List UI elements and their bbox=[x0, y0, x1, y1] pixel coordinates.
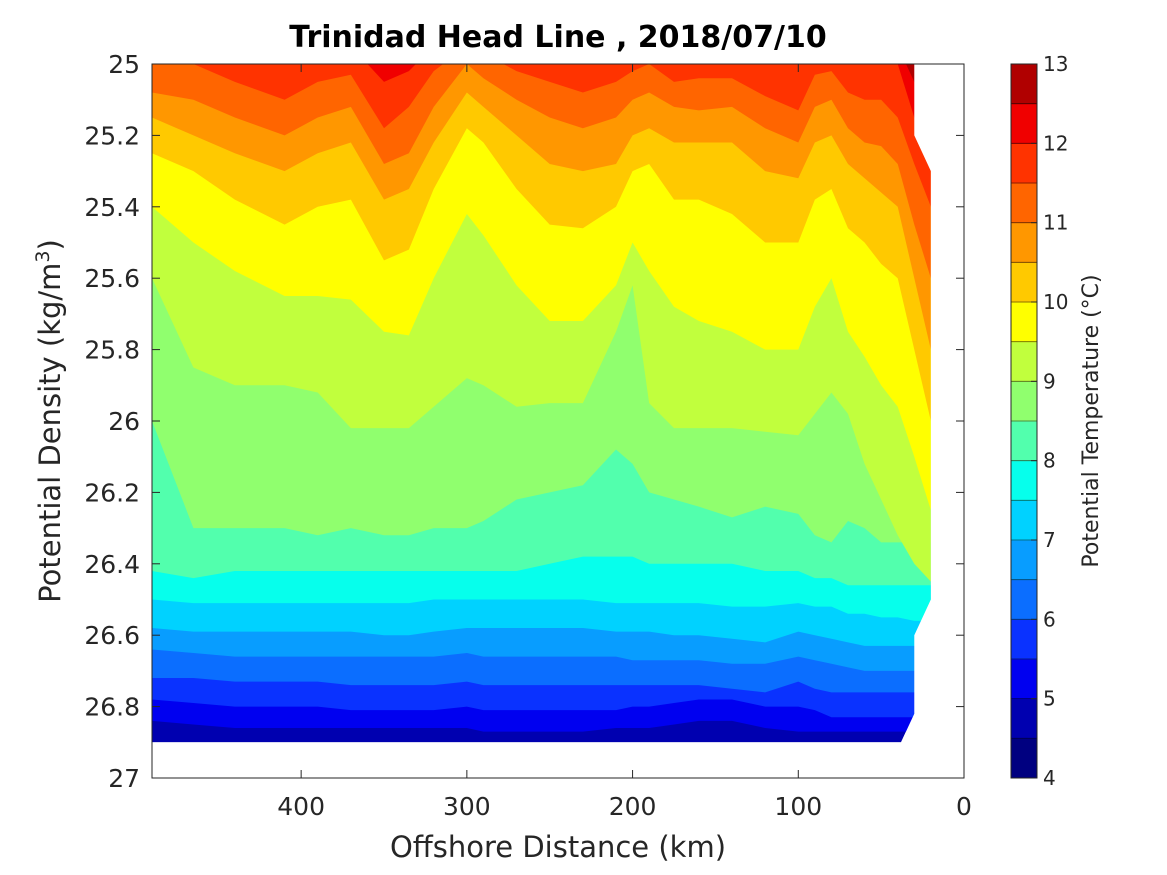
y-tick-label: 26 bbox=[108, 407, 140, 436]
y-axis-ticks: 25 25.2 25.4 25.6 25.8 26 26.2 26.4 26.6 26.8 27 bbox=[84, 50, 964, 793]
x-tick-label: 0 bbox=[956, 792, 972, 821]
colorbar-level-10 bbox=[1011, 262, 1037, 303]
colorbar-level-7.5 bbox=[1011, 460, 1037, 501]
y-tick-label: 25.4 bbox=[84, 193, 140, 222]
colorbar-level-9.5 bbox=[1011, 302, 1037, 343]
contour-band-11.5 bbox=[152, 64, 931, 207]
y-tick-label: 26.2 bbox=[84, 478, 140, 507]
colorbar-tick-label: 10 bbox=[1043, 290, 1068, 314]
x-tick-label: 400 bbox=[277, 792, 325, 821]
y-axis-label-superscript: 3 bbox=[32, 250, 54, 262]
contour-band-10 bbox=[152, 64, 931, 421]
colorbar-tick-label: 4 bbox=[1043, 766, 1056, 790]
colorbar-label: Potential Temperature (°C) bbox=[1079, 274, 1104, 567]
y-axis-label-main: Potential Density (kg/m bbox=[33, 263, 67, 603]
y-tick-label: 26.8 bbox=[84, 693, 140, 722]
colorbar-tick-label: 5 bbox=[1043, 687, 1056, 711]
x-axis-ticks: 400 300 200 100 0 bbox=[277, 64, 972, 821]
x-tick-label: 300 bbox=[443, 792, 491, 821]
colorbar-level-9 bbox=[1011, 341, 1037, 382]
colorbar-tick-label: 11 bbox=[1043, 211, 1068, 235]
contour-fills bbox=[152, 64, 964, 778]
no-data-region bbox=[901, 64, 964, 743]
y-tick-label: 26.6 bbox=[84, 621, 140, 650]
colorbar-tick-label: 7 bbox=[1043, 528, 1056, 552]
colorbar-ticks: 13 12 11 10 9 8 7 6 5 4 bbox=[1031, 52, 1068, 790]
x-tick-label: 100 bbox=[774, 792, 822, 821]
colorbar-level-11.5 bbox=[1011, 143, 1037, 184]
colorbar-level-6 bbox=[1011, 579, 1037, 620]
y-tick-label: 27 bbox=[108, 764, 140, 793]
colorbar-level-11 bbox=[1011, 183, 1037, 224]
colorbar-level-4.5 bbox=[1011, 698, 1037, 739]
chart-title: Trinidad Head Line , 2018/07/10 bbox=[289, 20, 826, 55]
colorbar-tick-label: 9 bbox=[1043, 369, 1056, 393]
x-axis-label: Offshore Distance (km) bbox=[390, 830, 726, 864]
colorbar bbox=[1011, 64, 1037, 779]
colorbar-tick-label: 13 bbox=[1043, 52, 1068, 76]
colorbar-level-4 bbox=[1011, 738, 1037, 779]
y-axis-label-close: ) bbox=[33, 239, 67, 250]
y-tick-label: 26.4 bbox=[84, 550, 140, 579]
y-axis-label: Potential Density (kg/m3) bbox=[32, 239, 67, 603]
colorbar-level-12 bbox=[1011, 103, 1037, 144]
y-tick-label: 25 bbox=[108, 50, 140, 79]
colorbar-level-5.5 bbox=[1011, 619, 1037, 660]
contour-band-10.5 bbox=[152, 64, 931, 350]
colorbar-level-5 bbox=[1011, 659, 1037, 700]
y-tick-label: 25.2 bbox=[84, 121, 140, 150]
y-tick-label: 25.8 bbox=[84, 336, 140, 365]
x-tick-label: 200 bbox=[609, 792, 657, 821]
colorbar-tick-label: 12 bbox=[1043, 131, 1068, 155]
y-tick-label: 25.6 bbox=[84, 264, 140, 293]
no-data-bottom bbox=[152, 742, 964, 778]
colorbar-level-8.5 bbox=[1011, 381, 1037, 422]
colorbar-level-12.5 bbox=[1011, 64, 1037, 105]
colorbar-level-8 bbox=[1011, 421, 1037, 462]
colorbar-level-7 bbox=[1011, 500, 1037, 541]
colorbar-tick-label: 6 bbox=[1043, 607, 1056, 631]
colorbar-tick-label: 8 bbox=[1043, 449, 1056, 473]
colorbar-frame bbox=[1010, 63, 1038, 779]
colorbar-level-6.5 bbox=[1011, 540, 1037, 581]
colorbar-level-10.5 bbox=[1011, 222, 1037, 263]
